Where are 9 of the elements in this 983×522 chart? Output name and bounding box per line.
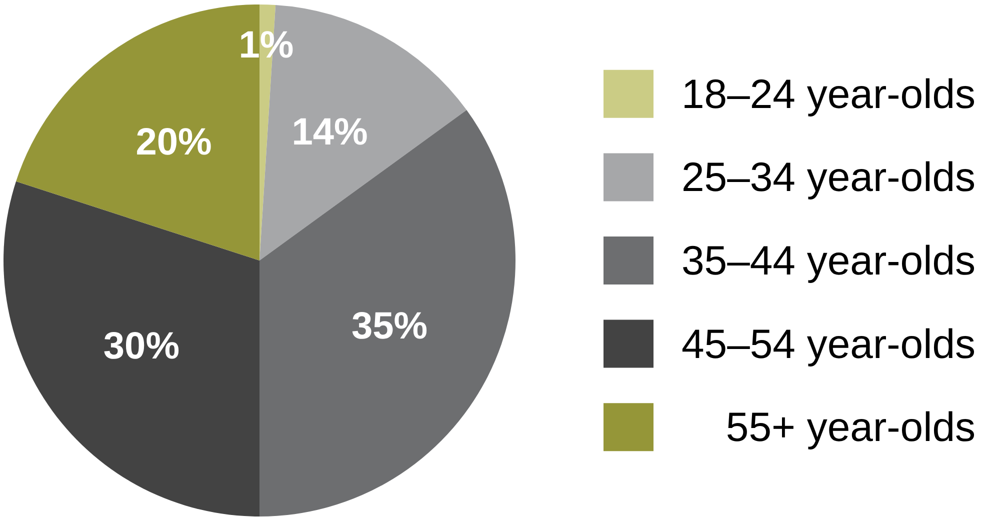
legend-label: 25–34 year-olds xyxy=(681,154,976,200)
legend-label: 35–44 year-olds xyxy=(681,238,976,284)
data-label: 30% xyxy=(103,325,180,368)
legend-label: 18–24 year-olds xyxy=(681,70,976,117)
legend-label: 55+ year-olds xyxy=(726,404,976,450)
data-label: 14% xyxy=(292,112,368,154)
data-label: 20% xyxy=(136,121,212,164)
data-label: 35% xyxy=(351,306,428,348)
legend-label: 45–54 year-olds xyxy=(681,320,976,367)
